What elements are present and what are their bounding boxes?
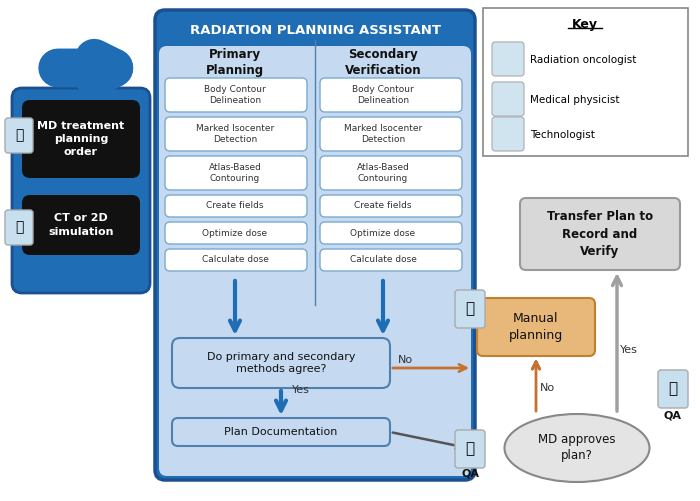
Text: Secondary
Verification: Secondary Verification bbox=[344, 48, 421, 77]
Text: Optimize dose: Optimize dose bbox=[202, 228, 267, 237]
Text: MD approves
plan?: MD approves plan? bbox=[538, 433, 616, 462]
Text: Transfer Plan to
Record and
Verify: Transfer Plan to Record and Verify bbox=[547, 210, 653, 258]
FancyBboxPatch shape bbox=[165, 117, 307, 151]
FancyBboxPatch shape bbox=[455, 430, 485, 468]
Text: MD treatment
planning
order: MD treatment planning order bbox=[37, 121, 125, 157]
Text: 👤: 👤 bbox=[15, 220, 23, 234]
FancyBboxPatch shape bbox=[172, 418, 390, 446]
Text: Calculate dose: Calculate dose bbox=[349, 256, 416, 265]
FancyBboxPatch shape bbox=[320, 249, 462, 271]
FancyBboxPatch shape bbox=[477, 298, 595, 356]
FancyBboxPatch shape bbox=[320, 78, 462, 112]
FancyBboxPatch shape bbox=[658, 370, 688, 408]
FancyBboxPatch shape bbox=[320, 222, 462, 244]
Text: Do primary and secondary
methods agree?: Do primary and secondary methods agree? bbox=[206, 352, 355, 374]
Text: Marked Isocenter
Detection: Marked Isocenter Detection bbox=[196, 124, 274, 144]
Text: Technologist: Technologist bbox=[530, 130, 595, 140]
FancyBboxPatch shape bbox=[155, 10, 475, 480]
FancyBboxPatch shape bbox=[455, 290, 485, 328]
Bar bbox=[483, 8, 688, 156]
Text: Marked Isocenter
Detection: Marked Isocenter Detection bbox=[344, 124, 422, 144]
Text: Key: Key bbox=[572, 18, 598, 31]
Text: Radiation oncologist: Radiation oncologist bbox=[530, 55, 636, 65]
FancyBboxPatch shape bbox=[22, 195, 140, 255]
Text: Atlas-Based
Contouring: Atlas-Based Contouring bbox=[209, 163, 261, 183]
Text: Optimize dose: Optimize dose bbox=[351, 228, 416, 237]
Text: Medical physicist: Medical physicist bbox=[530, 95, 620, 105]
FancyBboxPatch shape bbox=[492, 42, 524, 76]
Text: Atlas-Based
Contouring: Atlas-Based Contouring bbox=[356, 163, 410, 183]
FancyBboxPatch shape bbox=[320, 117, 462, 151]
FancyBboxPatch shape bbox=[159, 46, 471, 476]
FancyBboxPatch shape bbox=[492, 82, 524, 116]
Text: 👤: 👤 bbox=[15, 128, 23, 142]
FancyBboxPatch shape bbox=[172, 338, 390, 388]
Text: No: No bbox=[540, 383, 555, 393]
FancyBboxPatch shape bbox=[492, 117, 524, 151]
FancyBboxPatch shape bbox=[165, 249, 307, 271]
FancyBboxPatch shape bbox=[165, 78, 307, 112]
Text: QA: QA bbox=[664, 410, 682, 420]
Text: Create fields: Create fields bbox=[354, 201, 412, 210]
FancyBboxPatch shape bbox=[320, 195, 462, 217]
Text: No: No bbox=[398, 355, 413, 365]
FancyBboxPatch shape bbox=[165, 195, 307, 217]
Text: 👤: 👤 bbox=[466, 441, 475, 456]
Text: CT or 2D
simulation: CT or 2D simulation bbox=[48, 213, 113, 236]
Text: Create fields: Create fields bbox=[206, 201, 264, 210]
Text: Yes: Yes bbox=[620, 345, 638, 355]
Text: Manual
planning: Manual planning bbox=[509, 313, 563, 342]
Text: RADIATION PLANNING ASSISTANT: RADIATION PLANNING ASSISTANT bbox=[190, 24, 440, 37]
FancyBboxPatch shape bbox=[520, 198, 680, 270]
FancyBboxPatch shape bbox=[5, 210, 33, 245]
FancyBboxPatch shape bbox=[12, 88, 150, 293]
Ellipse shape bbox=[505, 414, 650, 482]
Text: QA: QA bbox=[461, 469, 479, 479]
FancyBboxPatch shape bbox=[165, 222, 307, 244]
Text: 👤: 👤 bbox=[668, 381, 678, 396]
Text: 👤: 👤 bbox=[466, 302, 475, 317]
Text: Primary
Planning: Primary Planning bbox=[206, 48, 264, 77]
Text: Plan Documentation: Plan Documentation bbox=[224, 427, 337, 437]
Text: Calculate dose: Calculate dose bbox=[202, 256, 268, 265]
Text: Yes: Yes bbox=[292, 385, 310, 395]
FancyBboxPatch shape bbox=[22, 100, 140, 178]
Text: Body Contour
Delineation: Body Contour Delineation bbox=[352, 85, 414, 105]
FancyBboxPatch shape bbox=[5, 118, 33, 153]
Text: Body Contour
Delineation: Body Contour Delineation bbox=[204, 85, 266, 105]
FancyBboxPatch shape bbox=[165, 156, 307, 190]
FancyBboxPatch shape bbox=[320, 156, 462, 190]
